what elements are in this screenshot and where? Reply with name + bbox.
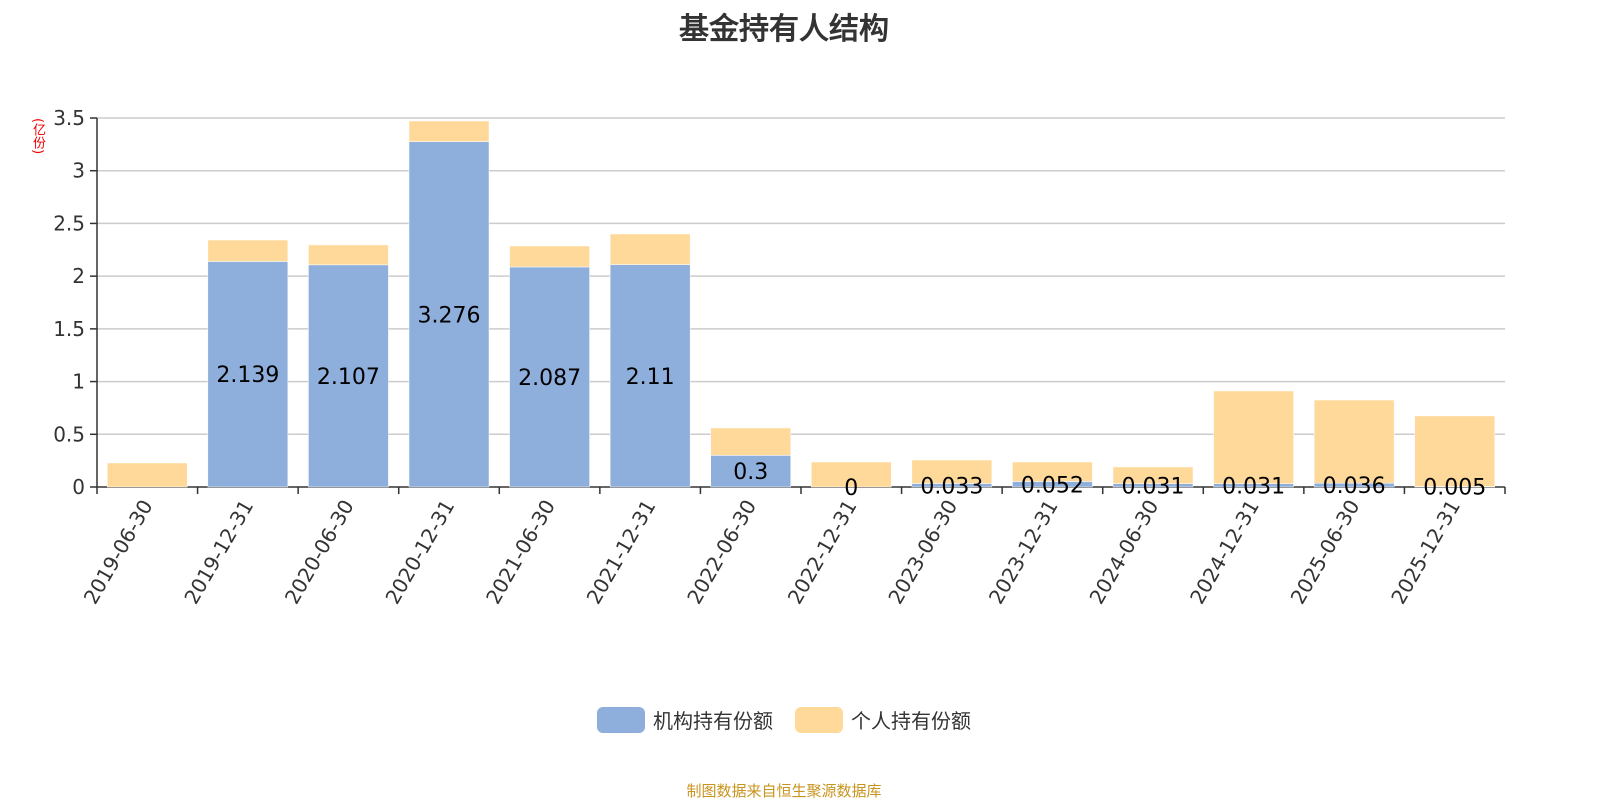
bar-institutional — [710, 455, 791, 488]
data-label: 2.107 — [317, 365, 380, 390]
data-label: 0.036 — [1323, 474, 1386, 499]
bar-individual — [509, 245, 590, 268]
bar-individual — [710, 427, 791, 456]
x-tick-label: 2024-12-31 — [1185, 496, 1264, 609]
data-label: 0.031 — [1122, 474, 1185, 499]
x-tick-label: 2025-06-30 — [1286, 496, 1365, 609]
chart-title: 基金持有人结构 — [679, 12, 889, 47]
x-tick-label: 2023-12-31 — [984, 496, 1063, 609]
data-label: 2.139 — [216, 363, 279, 388]
bar-individual — [811, 461, 892, 488]
legend-label: 个人持有份额 — [851, 709, 971, 733]
bar-individual — [1414, 415, 1495, 487]
y-tick-label: 2.5 — [53, 211, 85, 235]
legend: 机构持有份额 个人持有份额 — [0, 705, 1568, 734]
bar-individual — [207, 239, 289, 262]
bar-individual — [308, 244, 389, 266]
y-axis-unit: (亿份) — [30, 118, 45, 155]
data-label: 0.052 — [1021, 473, 1084, 498]
bar-institutional — [207, 261, 289, 488]
x-tick-label: 2020-12-31 — [380, 496, 459, 609]
x-tick-label: 2022-12-31 — [783, 496, 862, 609]
data-label: 0.005 — [1423, 476, 1486, 501]
bar-individual — [911, 459, 993, 484]
x-tick-label: 2022-06-30 — [682, 496, 761, 609]
x-tick-label: 2024-06-30 — [1084, 496, 1163, 609]
bar-institutional — [609, 264, 691, 488]
bar-individual — [1213, 390, 1294, 484]
x-tick-label: 2019-12-31 — [179, 496, 258, 609]
y-tick-label: 1.5 — [53, 317, 85, 341]
legend-swatch — [597, 706, 645, 733]
legend-label: 机构持有份额 — [653, 709, 773, 733]
bar-individual — [1112, 466, 1194, 484]
data-label: 0.033 — [920, 474, 983, 499]
legend-item-institutional[interactable]: 机构持有份额 — [597, 705, 773, 734]
bar-institutional — [509, 266, 590, 488]
data-label: 2.087 — [518, 366, 581, 391]
data-label: 2.11 — [626, 365, 675, 390]
bar-individual — [1012, 461, 1093, 482]
bar-individual — [107, 462, 188, 488]
y-tick-label: 0.5 — [53, 422, 85, 446]
x-tick-label: 2025-12-31 — [1386, 496, 1465, 609]
x-tick-label: 2021-06-30 — [481, 496, 560, 609]
x-tick-label: 2021-12-31 — [582, 496, 661, 609]
bar-individual — [1313, 399, 1395, 484]
data-label: 0.031 — [1222, 474, 1285, 499]
source-note: 制图数据来自恒生聚源数据库 — [686, 782, 882, 800]
data-label: 0.3 — [733, 460, 768, 485]
data-label: 0 — [844, 476, 858, 501]
y-tick-label: 3.5 — [53, 106, 85, 130]
bar-institutional — [408, 141, 490, 488]
y-tick-label: 1 — [72, 370, 85, 394]
legend-item-individual[interactable]: 个人持有份额 — [795, 705, 971, 734]
x-tick-label: 2020-06-30 — [280, 496, 359, 609]
y-tick-label: 3 — [72, 159, 85, 183]
bar-individual — [408, 120, 490, 142]
y-tick-label: 2 — [72, 264, 85, 288]
x-tick-label: 2023-06-30 — [883, 496, 962, 609]
y-tick-label: 0 — [72, 475, 85, 499]
data-label: 3.276 — [418, 303, 481, 328]
bar-individual — [609, 233, 691, 265]
legend-swatch — [795, 706, 843, 733]
x-tick-label: 2019-06-30 — [79, 496, 158, 609]
